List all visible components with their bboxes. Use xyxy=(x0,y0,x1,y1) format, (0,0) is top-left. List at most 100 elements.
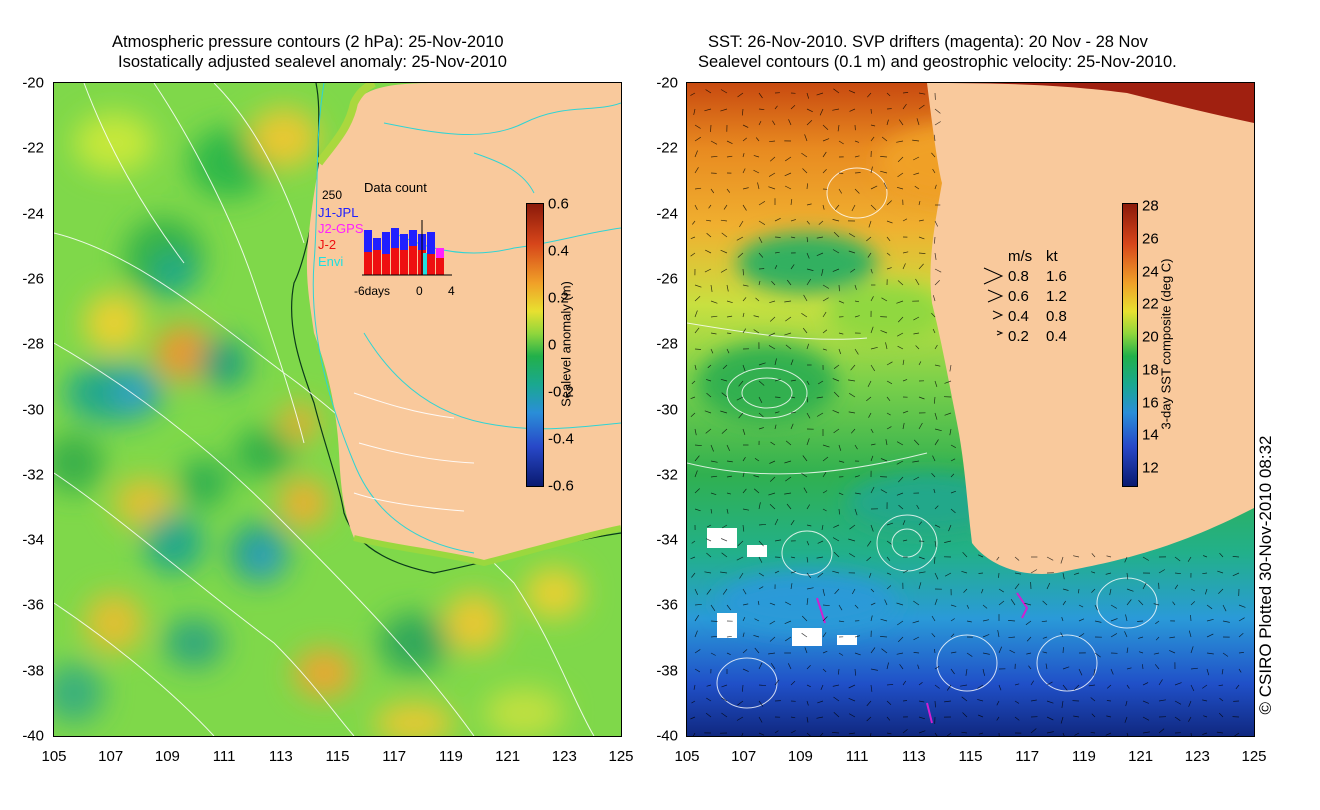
velocity-arrow xyxy=(1188,716,1192,722)
velocity-arrow xyxy=(902,103,907,110)
velocity-arrow xyxy=(706,588,712,595)
velocity-arrow xyxy=(1091,553,1096,558)
velocity-arrow xyxy=(769,316,776,322)
velocity-arrow xyxy=(1041,620,1048,623)
velocity-arrow xyxy=(742,153,745,158)
velocity-arrow xyxy=(1090,697,1096,702)
y-axis-tick-label: -28 xyxy=(656,335,678,353)
velocity-arrow xyxy=(1062,647,1064,654)
velocity-arrow xyxy=(982,634,990,638)
velocity-arrow xyxy=(694,603,702,606)
velocity-row-kt: 1.2 xyxy=(1046,288,1067,305)
velocity-arrow xyxy=(848,379,856,382)
velocity-arrow xyxy=(790,219,797,222)
velocity-arrow xyxy=(1138,651,1144,654)
velocity-arrow xyxy=(950,458,956,462)
velocity-arrow xyxy=(806,412,811,419)
velocity-arrow xyxy=(721,684,728,688)
velocity-arrow xyxy=(868,572,872,578)
velocity-arrow xyxy=(705,428,712,434)
velocity-arrow xyxy=(769,503,776,510)
velocity-arrow xyxy=(1142,556,1149,561)
velocity-arrow xyxy=(706,684,712,687)
velocity-arrow xyxy=(1238,604,1246,608)
velocity-arrow xyxy=(1202,732,1208,735)
velocity-arrow xyxy=(1042,651,1048,654)
velocity-arrow xyxy=(1232,556,1240,558)
velocity-arrow xyxy=(918,730,926,734)
x-axis-tick-label: 117 xyxy=(1015,748,1040,765)
velocity-arrow xyxy=(742,297,747,302)
data-count-histogram xyxy=(362,220,452,276)
velocity-arrow xyxy=(802,327,808,334)
velocity-arrow xyxy=(790,396,796,399)
velocity-arrow xyxy=(870,668,878,671)
velocity-arrow xyxy=(774,358,777,366)
velocity-arrow xyxy=(996,716,1000,721)
velocity-arrow xyxy=(996,700,1000,706)
y-axis-tick-label: -40 xyxy=(656,727,678,745)
velocity-arrow xyxy=(707,364,712,369)
velocity-arrow xyxy=(1060,716,1064,724)
velocity-arrow xyxy=(790,716,796,719)
velocity-arrow xyxy=(742,168,746,174)
velocity-arrow xyxy=(1190,614,1192,622)
velocity-arrow xyxy=(1110,604,1117,609)
velocity-arrow xyxy=(742,124,749,128)
velocity-arrow xyxy=(848,697,856,702)
velocity-arrow xyxy=(848,250,856,254)
velocity-arrow xyxy=(849,524,856,530)
velocity-arrow xyxy=(912,620,920,624)
velocity-arrow xyxy=(870,166,873,174)
velocity-arrow xyxy=(833,428,840,434)
velocity-arrow xyxy=(806,92,810,99)
velocity-arrow xyxy=(708,204,712,209)
velocity-arrow xyxy=(706,697,712,702)
velocity-arrow xyxy=(722,588,728,595)
velocity-arrow xyxy=(897,316,904,323)
velocity-arrow xyxy=(806,278,811,286)
velocity-arrow xyxy=(849,108,856,112)
velocity-arrow xyxy=(737,252,744,258)
velocity-arrow xyxy=(806,183,808,190)
y-axis-tick-label: -26 xyxy=(22,270,44,288)
velocity-arrow xyxy=(806,396,809,403)
velocity-arrow xyxy=(692,732,696,736)
velocity-arrow xyxy=(832,684,840,687)
velocity-arrow xyxy=(902,410,909,414)
velocity-arrow xyxy=(833,88,840,94)
velocity-arrow xyxy=(902,218,908,222)
velocity-arrow xyxy=(1093,668,1096,676)
velocity-arrow xyxy=(950,473,955,478)
velocity-arrow xyxy=(691,380,696,385)
velocity-arrow xyxy=(1188,700,1192,707)
velocity-arrow xyxy=(736,236,744,241)
velocity-arrow xyxy=(710,475,718,478)
velocity-arrow xyxy=(950,668,955,675)
velocity-arrow xyxy=(946,732,952,736)
velocity-arrow xyxy=(1030,569,1038,574)
velocity-arrow xyxy=(804,134,808,142)
velocity-arrow xyxy=(710,315,718,318)
velocity-arrow xyxy=(854,300,860,303)
velocity-arrow xyxy=(949,428,952,436)
velocity-arrow xyxy=(704,268,712,273)
velocity-arrow xyxy=(866,236,872,242)
sealevel-colorbar-tick: 0.2 xyxy=(548,289,569,307)
velocity-arrow xyxy=(1202,555,1208,558)
velocity-arrow xyxy=(997,630,1000,638)
mission-envi: Envi xyxy=(318,254,344,269)
velocity-arrow xyxy=(758,412,764,418)
velocity-arrow xyxy=(758,236,763,244)
velocity-arrow xyxy=(1110,668,1114,675)
velocity-arrow xyxy=(1235,684,1240,690)
velocity-arrow xyxy=(741,732,744,736)
velocity-arrow xyxy=(774,424,777,430)
velocity-arrow xyxy=(755,137,760,142)
velocity-arrow xyxy=(710,155,718,158)
velocity-arrow xyxy=(690,716,696,720)
velocity-arrow xyxy=(933,488,936,494)
velocity-arrow xyxy=(804,647,808,654)
velocity-arrow xyxy=(1202,572,1208,575)
velocity-arrow xyxy=(821,268,824,276)
